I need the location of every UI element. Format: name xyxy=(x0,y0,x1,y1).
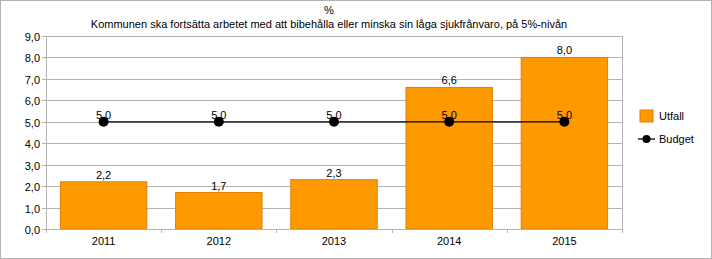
y-tick-label: 3,0 xyxy=(25,160,40,172)
y-tick-label: 6,0 xyxy=(25,95,40,107)
y-tick xyxy=(42,122,46,123)
marks xyxy=(60,57,607,229)
y-tick-label: 5,0 xyxy=(25,117,40,129)
bar-label: 2,2 xyxy=(96,169,111,181)
bar-label: 6,6 xyxy=(442,74,457,86)
bar-label: 8,0 xyxy=(557,44,572,56)
x-tick xyxy=(161,229,162,233)
outer-frame xyxy=(1,1,712,259)
bar-label: 1,7 xyxy=(211,180,226,192)
y-tick-label: 4,0 xyxy=(25,138,40,150)
y-tick-label: 1,0 xyxy=(25,203,40,215)
labels: 2,2 1,7 2,3 6,6 8,0 5,0 5,0 5,0 5,0 5,0 xyxy=(96,44,572,191)
chart-svg: % Kommunen ska fortsätta arbetet med att … xyxy=(0,0,712,259)
y-tick xyxy=(42,208,46,209)
bar xyxy=(60,182,146,229)
line-label: 5,0 xyxy=(326,109,341,121)
legend-marker xyxy=(643,135,651,143)
legend: Utfall Budget xyxy=(638,110,694,145)
y-tick xyxy=(42,57,46,58)
legend-label: Utfall xyxy=(659,110,684,122)
x-tick xyxy=(622,229,623,233)
line-label: 5,0 xyxy=(211,109,226,121)
x-tick xyxy=(276,229,277,233)
line-label: 5,0 xyxy=(557,109,572,121)
y-tick xyxy=(42,165,46,166)
y-tick-label: 9,0 xyxy=(25,31,40,43)
bar xyxy=(176,193,262,229)
bar xyxy=(521,57,607,229)
legend-label: Budget xyxy=(659,133,694,145)
title: % xyxy=(324,4,334,16)
y-tick xyxy=(42,79,46,80)
x-tick-label: 2014 xyxy=(437,235,461,247)
y-tick xyxy=(42,100,46,101)
line-label: 5,0 xyxy=(96,109,111,121)
x-tick-label: 2012 xyxy=(207,235,231,247)
x-tick-label: 2013 xyxy=(322,235,346,247)
y-tick xyxy=(42,143,46,144)
y-tick-label: 7,0 xyxy=(25,74,40,86)
y-tick-label: 2,0 xyxy=(25,181,40,193)
x-tick xyxy=(392,229,393,233)
x-tick xyxy=(507,229,508,233)
subtitle: Kommunen ska fortsätta arbetet med att b… xyxy=(91,18,567,30)
y-tick-label: 8,0 xyxy=(25,52,40,64)
plot-frame xyxy=(47,37,623,230)
y-tick xyxy=(42,36,46,37)
bar xyxy=(406,87,492,229)
x-tick-label: 2011 xyxy=(92,235,116,247)
bar xyxy=(291,180,377,229)
bar-label: 2,3 xyxy=(326,167,341,179)
legend-swatch xyxy=(640,110,653,122)
x-tick xyxy=(46,229,47,233)
chart-root: % Kommunen ska fortsätta arbetet med att … xyxy=(0,0,712,259)
y-tick xyxy=(42,186,46,187)
y-tick-label: 0,0 xyxy=(25,224,40,236)
x-tick-label: 2015 xyxy=(552,235,576,247)
y-tick xyxy=(42,229,46,230)
line-label: 5,0 xyxy=(442,109,457,121)
